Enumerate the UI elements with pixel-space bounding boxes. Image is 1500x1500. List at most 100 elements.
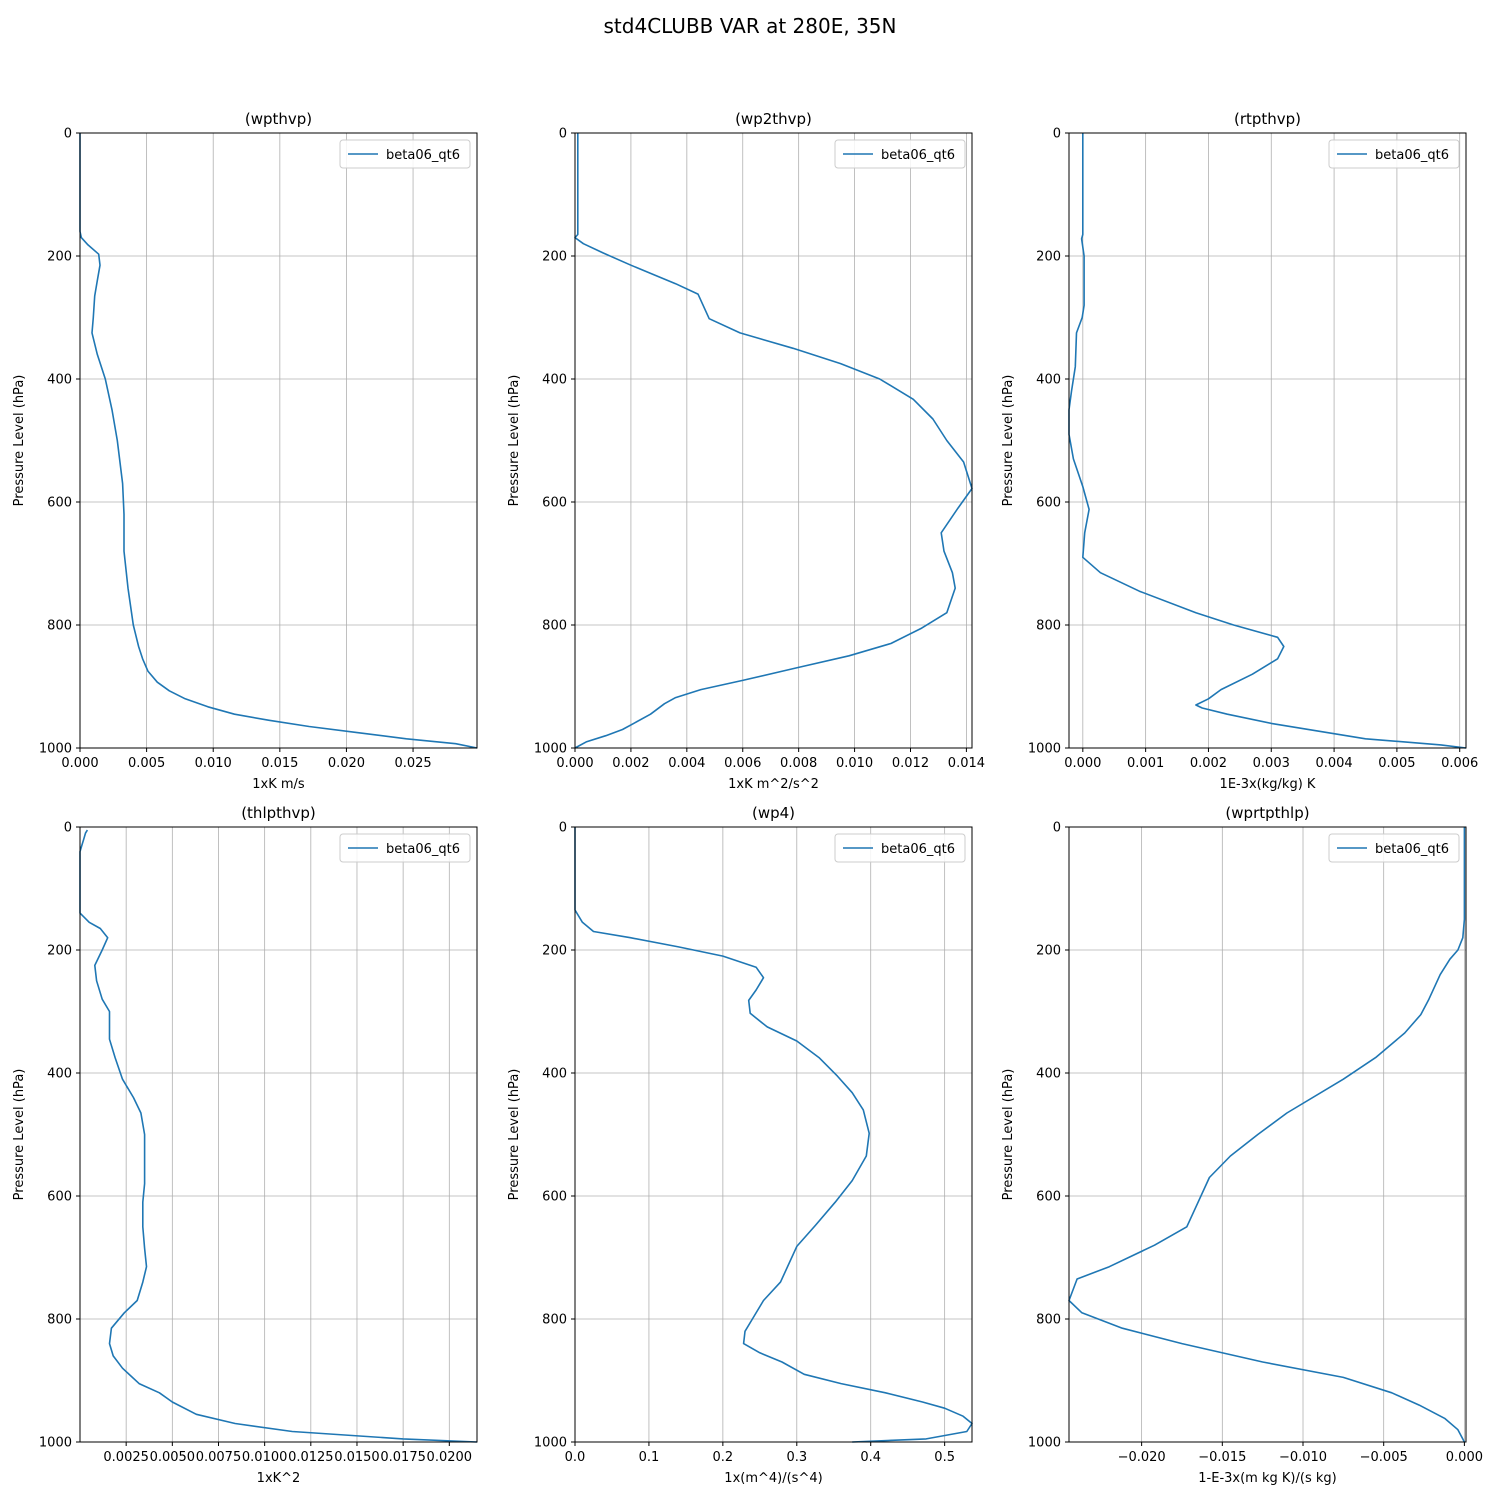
y-tick-label: 200: [542, 944, 567, 959]
x-axis-label: 1xK m^2/s^2: [728, 777, 819, 792]
x-tick-label: −0.020: [1118, 1450, 1166, 1465]
x-axis-label: 1xK^2: [257, 1471, 301, 1486]
y-tick-label: 400: [1036, 1067, 1061, 1082]
legend: beta06_qt6: [339, 833, 471, 863]
x-tick-label: 0.0200: [427, 1450, 473, 1465]
y-tick-label: 0: [64, 127, 72, 142]
y-tick-label: 400: [47, 1067, 72, 1082]
x-tick-label: 0.5: [934, 1450, 955, 1465]
y-tick-label: 0: [559, 821, 567, 836]
x-tick-label: 0.3: [786, 1450, 807, 1465]
legend-label: beta06_qt6: [881, 148, 955, 163]
x-tick-label: 0.1: [639, 1450, 660, 1465]
axes-frame: [574, 132, 973, 749]
x-tick-label: 0.2: [713, 1450, 734, 1465]
y-tick-label: 1000: [534, 742, 567, 757]
y-tick-label: 1000: [1028, 742, 1061, 757]
x-tick-label: 0.010: [836, 756, 873, 771]
series-line-beta06_qt6: [79, 133, 478, 749]
x-tick-label: 0.002: [1190, 756, 1227, 771]
x-tick-label: 0.0025: [103, 1450, 149, 1465]
y-tick-label: 600: [47, 496, 72, 511]
y-tick-label: 200: [542, 250, 567, 265]
subplot-title: (wp2thvp): [735, 110, 812, 128]
y-tick-label: 400: [47, 373, 72, 388]
y-tick-label: 200: [47, 250, 72, 265]
x-axis-label: 1x(m^4)/(s^4): [724, 1471, 822, 1486]
x-tick-label: 0.000: [556, 756, 593, 771]
x-tick-label: 0.0100: [242, 1450, 288, 1465]
y-tick-label: 0: [1053, 127, 1061, 142]
axes-frame: [79, 132, 478, 749]
x-tick-label: 0.015: [261, 756, 298, 771]
x-tick-label: 0.006: [724, 756, 761, 771]
figure-title: std4CLUBB VAR at 280E, 35N: [603, 14, 897, 38]
subplot-1: 0.000 0.005 0.010 0.015 0.020 0.025 0 200 400 600…: [12, 110, 478, 792]
x-tick-label: 0.005: [128, 756, 165, 771]
subplot-title: (wprtpthlp): [1225, 804, 1309, 822]
x-tick-label: 0.006: [1441, 756, 1478, 771]
y-tick-label: 200: [1036, 944, 1061, 959]
x-tick-label: −0.015: [1198, 1450, 1246, 1465]
x-axis-label: 1-E-3x(m kg K)/(s kg): [1198, 1471, 1336, 1486]
x-tick-label: 0.012: [892, 756, 929, 771]
x-tick-label: 0.002: [612, 756, 649, 771]
x-tick-label: 0.014: [948, 756, 985, 771]
y-tick-label: 400: [1036, 373, 1061, 388]
legend-box: [834, 139, 966, 169]
x-axis-label: 1E-3x(kg/kg) K: [1220, 777, 1316, 792]
x-tick-label: 0.0150: [334, 1450, 380, 1465]
y-tick-label: 0: [1053, 821, 1061, 836]
y-tick-label: 800: [1036, 619, 1061, 634]
series-line-beta06_qt6: [574, 133, 973, 749]
y-tick-label: 800: [47, 1313, 72, 1328]
x-tick-label: 0.008: [780, 756, 817, 771]
x-tick-label: 0.004: [1315, 756, 1352, 771]
subplot-6: −0.020 −0.015 −0.010 −0.005 0.000 0 200 400 600 8…: [1001, 804, 1483, 1486]
subplot-3: 0.000 0.001 0.002 0.003 0.004 0.005 0.006 0 200 4…: [1001, 110, 1478, 792]
legend-box: [339, 139, 471, 169]
x-tick-label: 0.0: [565, 1450, 586, 1465]
x-tick-label: 0.004: [668, 756, 705, 771]
y-tick-label: 200: [1036, 250, 1061, 265]
y-tick-label: 400: [542, 1067, 567, 1082]
legend: beta06_qt6: [339, 139, 471, 169]
y-tick-label: 800: [542, 619, 567, 634]
y-axis-label: Pressure Level (hPa): [507, 1069, 522, 1201]
subplot-4: 0.0025 0.0050 0.0075 0.0100 0.0125 0.0150 0.01…: [12, 804, 478, 1486]
y-tick-label: 1000: [39, 742, 72, 757]
subplot-title: (rtpthvp): [1234, 110, 1301, 128]
y-axis-label: Pressure Level (hPa): [12, 375, 27, 507]
y-tick-label: 600: [542, 1190, 567, 1205]
legend-label: beta06_qt6: [1375, 842, 1449, 857]
y-tick-label: 800: [1036, 1313, 1061, 1328]
axes-frame: [79, 826, 478, 1443]
x-tick-label: 0.001: [1127, 756, 1164, 771]
legend-label: beta06_qt6: [881, 842, 955, 857]
x-tick-label: 0.4: [860, 1450, 881, 1465]
y-tick-label: 200: [47, 944, 72, 959]
legend-box: [1328, 139, 1460, 169]
x-tick-label: 0.005: [1378, 756, 1415, 771]
y-tick-label: 600: [542, 496, 567, 511]
x-tick-label: 0.0175: [380, 1450, 426, 1465]
legend: beta06_qt6: [1328, 139, 1460, 169]
y-axis-label: Pressure Level (hPa): [1001, 375, 1016, 507]
axes-frame: [574, 826, 973, 1443]
series-line-beta06_qt6: [1068, 827, 1466, 1443]
y-tick-label: 800: [47, 619, 72, 634]
x-tick-label: −0.005: [1360, 1450, 1408, 1465]
y-axis-label: Pressure Level (hPa): [1001, 1069, 1016, 1201]
x-tick-label: 0.000: [1446, 1450, 1483, 1465]
legend: beta06_qt6: [1328, 833, 1460, 863]
y-tick-label: 600: [47, 1190, 72, 1205]
legend-label: beta06_qt6: [386, 842, 460, 857]
x-tick-label: 0.000: [1064, 756, 1101, 771]
y-tick-label: 800: [542, 1313, 567, 1328]
series-line-beta06_qt6: [1068, 133, 1467, 749]
subplot-5: 0.0 0.1 0.2 0.3 0.4 0.5 0 200 400 600 800 1000 (wp4)…: [507, 804, 973, 1486]
x-axis-label: 1xK m/s: [252, 777, 305, 792]
y-tick-label: 600: [1036, 1190, 1061, 1205]
